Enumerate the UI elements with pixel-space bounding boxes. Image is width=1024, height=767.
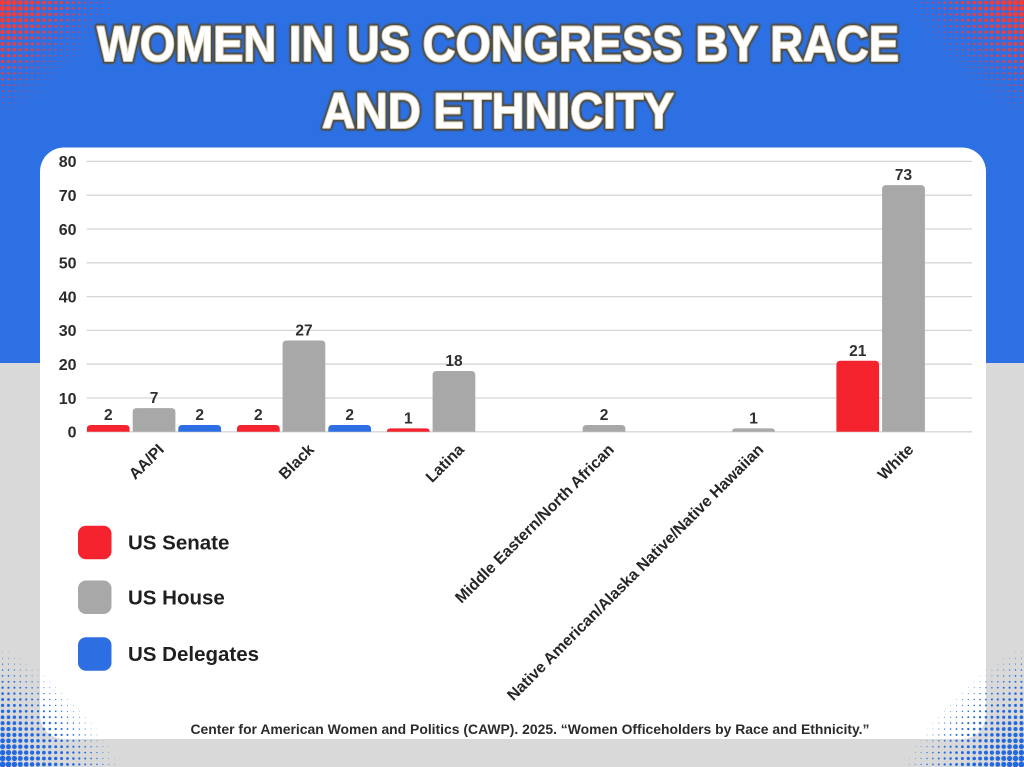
svg-text:2: 2	[345, 407, 354, 424]
svg-text:2: 2	[104, 407, 113, 424]
svg-text:Center for American Women and: Center for American Women and Politics (…	[191, 722, 870, 737]
svg-text:27: 27	[295, 323, 312, 340]
svg-text:US Senate: US Senate	[128, 532, 229, 555]
svg-text:21: 21	[849, 343, 867, 360]
svg-text:WOMEN IN US CONGRESS BY RACE: WOMEN IN US CONGRESS BY RACE	[97, 16, 899, 72]
svg-text:80: 80	[59, 154, 77, 171]
svg-text:US House: US House	[128, 586, 225, 609]
svg-text:US Delegates: US Delegates	[128, 643, 259, 666]
svg-text:10: 10	[59, 391, 77, 408]
svg-text:1: 1	[404, 410, 413, 427]
svg-text:50: 50	[59, 256, 77, 273]
svg-text:WOMEN IN US CONGRESS BY RACE: WOMEN IN US CONGRESS BY RACE	[97, 16, 899, 72]
svg-text:0: 0	[68, 425, 77, 442]
svg-text:7: 7	[150, 390, 159, 407]
svg-text:30: 30	[59, 323, 77, 340]
svg-text:2: 2	[254, 407, 263, 424]
svg-text:40: 40	[59, 289, 77, 306]
svg-text:WOMEN IN US CONGRESS BY RACE: WOMEN IN US CONGRESS BY RACE	[97, 16, 899, 72]
svg-text:60: 60	[59, 222, 77, 239]
svg-text:1: 1	[749, 410, 758, 427]
svg-text:18: 18	[445, 353, 463, 370]
svg-text:20: 20	[59, 357, 77, 374]
svg-text:2: 2	[195, 407, 204, 424]
svg-text:70: 70	[59, 188, 77, 205]
svg-text:AND ETHNICITY: AND ETHNICITY	[322, 83, 674, 139]
svg-text:73: 73	[895, 167, 913, 184]
svg-text:AND ETHNICITY: AND ETHNICITY	[322, 83, 674, 139]
svg-text:2: 2	[600, 407, 609, 424]
svg-text:AND ETHNICITY: AND ETHNICITY	[322, 83, 674, 139]
